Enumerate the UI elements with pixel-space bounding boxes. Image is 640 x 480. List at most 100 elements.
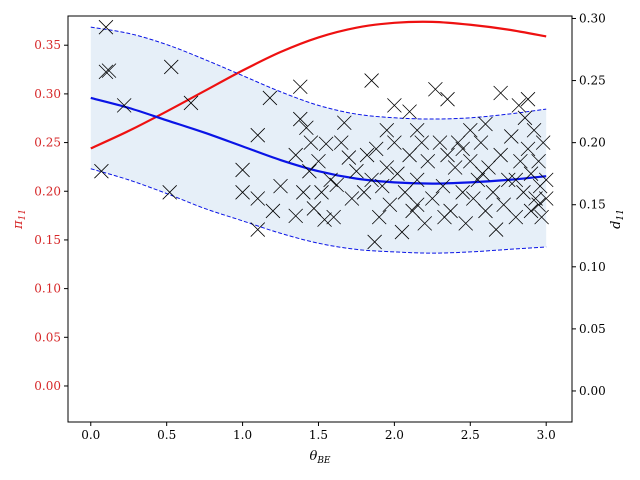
scatter-point-87 bbox=[523, 203, 539, 219]
scatter-point-89 bbox=[526, 122, 542, 138]
scatter-point-81 bbox=[508, 209, 524, 225]
plot-frame bbox=[67, 15, 573, 423]
scatter-point-13 bbox=[262, 90, 278, 106]
d-lower-dashed-line bbox=[90, 168, 547, 254]
scatter-point-50 bbox=[397, 185, 413, 200]
scatter-point-19 bbox=[292, 111, 308, 127]
right-tick-label: 0.20 bbox=[579, 136, 606, 150]
scatter-point-39 bbox=[364, 172, 379, 188]
scatter-point-34 bbox=[344, 191, 360, 206]
pi-curve-line bbox=[90, 20, 547, 150]
scatter-point-9 bbox=[235, 185, 250, 200]
x-tick-label: 1.5 bbox=[309, 428, 328, 442]
right-tick-label: 0.05 bbox=[579, 322, 606, 336]
scatter-point-22 bbox=[302, 163, 317, 179]
scatter-point-84 bbox=[516, 185, 531, 200]
scatter-point-68 bbox=[458, 216, 474, 231]
scatter-point-63 bbox=[440, 91, 455, 107]
x-tick-label: 2.0 bbox=[385, 428, 404, 442]
right-tick-label: 0.25 bbox=[579, 74, 606, 88]
scatter-point-16 bbox=[288, 147, 303, 163]
scatter-point-45 bbox=[382, 197, 398, 213]
scatter-point-75 bbox=[485, 185, 501, 200]
scatter-point-60 bbox=[432, 135, 448, 150]
right-tick-label: 0.15 bbox=[579, 198, 606, 212]
scatter-point-14 bbox=[265, 203, 281, 219]
scatter-point-18 bbox=[292, 79, 308, 95]
scatter-point-105 bbox=[508, 172, 524, 188]
left-tick-label: 0.10 bbox=[34, 282, 61, 296]
scatter-point-23 bbox=[303, 135, 319, 150]
scatter-point-107 bbox=[409, 197, 425, 213]
scatter-point-36 bbox=[356, 185, 372, 200]
scatter-point-66 bbox=[450, 135, 466, 150]
scatter-point-20 bbox=[296, 185, 311, 200]
scatter-point-64 bbox=[443, 203, 458, 219]
scatter-point-46 bbox=[387, 98, 402, 113]
scatter-point-12 bbox=[250, 222, 266, 237]
left-axis-label-sub: 11 bbox=[18, 209, 28, 220]
d-mean-line bbox=[90, 96, 547, 185]
scatter-point-79 bbox=[500, 172, 516, 188]
scatter-point-58 bbox=[425, 191, 440, 206]
scatter-point-101 bbox=[333, 135, 349, 150]
scatter-point-5 bbox=[163, 59, 179, 75]
scatter-point-93 bbox=[534, 209, 549, 225]
right-tick-label: 0.30 bbox=[579, 11, 606, 25]
scatter-point-42 bbox=[371, 209, 387, 225]
scatter-point-78 bbox=[496, 197, 511, 213]
scatter-point-4 bbox=[94, 163, 109, 179]
x-axis-ticks: 0.0 0.5 1.0 1.5 2.0 2.5 3.0 bbox=[81, 422, 556, 442]
scatter-point-91 bbox=[531, 153, 546, 169]
scatter-point-86 bbox=[520, 141, 536, 157]
scatter-point-83 bbox=[513, 153, 528, 169]
scatter-point-3 bbox=[116, 98, 132, 113]
scatter-point-28 bbox=[318, 136, 334, 152]
scatter-point-61 bbox=[435, 178, 451, 194]
x-tick-label: 3.0 bbox=[537, 428, 556, 442]
scatter-point-69 bbox=[463, 153, 478, 169]
scatter-point-70 bbox=[466, 191, 481, 206]
x-axis-label: θBE bbox=[309, 449, 330, 466]
scatter-point-80 bbox=[503, 129, 519, 144]
scatter-point-48 bbox=[390, 166, 405, 181]
scatter-point-57 bbox=[420, 153, 436, 169]
left-tick-label: 0.15 bbox=[34, 233, 61, 247]
x-tick-label: 0.5 bbox=[157, 428, 176, 442]
scatter-point-94 bbox=[535, 135, 551, 150]
left-tick-label: 0.05 bbox=[34, 330, 61, 344]
scatter-point-7 bbox=[183, 95, 199, 111]
scatter-point-104 bbox=[531, 197, 546, 213]
scatter-point-47 bbox=[387, 135, 402, 150]
scatter-point-54 bbox=[409, 172, 425, 188]
scatter-point-72 bbox=[473, 135, 489, 150]
scatter-point-38 bbox=[364, 73, 379, 88]
scatter-point-2 bbox=[101, 63, 117, 78]
scatter-point-109 bbox=[463, 122, 478, 138]
x-tick-label: 0.0 bbox=[81, 428, 100, 442]
left-axis-label-main: π bbox=[11, 220, 26, 230]
scatter-point-44 bbox=[379, 160, 395, 175]
d-upper-dashed-line bbox=[90, 26, 547, 120]
scatter-point-31 bbox=[329, 177, 344, 193]
scatter-point-33 bbox=[341, 150, 357, 165]
x-axis-label-main: θ bbox=[309, 449, 317, 464]
scatter-point-26 bbox=[314, 185, 329, 200]
scatter-point-106 bbox=[475, 166, 490, 181]
scatter-point-27 bbox=[317, 212, 332, 227]
left-tick-label: 0.25 bbox=[34, 136, 61, 150]
scatter-point-53 bbox=[409, 122, 425, 138]
left-axis-label: π11 bbox=[11, 209, 28, 230]
scatter-point-88 bbox=[523, 166, 539, 181]
scatter-point-77 bbox=[493, 147, 508, 163]
right-axis-ticks: 0.00 0.05 0.10 0.15 0.20 0.25 0.30 bbox=[572, 11, 606, 398]
scatter-point-99 bbox=[455, 141, 470, 157]
scatter-point-71 bbox=[470, 172, 486, 188]
scatter-point-85 bbox=[517, 110, 533, 126]
scatter-point-49 bbox=[394, 224, 410, 240]
scatter-point-43 bbox=[374, 178, 390, 194]
left-tick-label: 0.35 bbox=[34, 38, 61, 52]
scatter-point-6 bbox=[162, 185, 177, 200]
scatter-point-41 bbox=[368, 141, 384, 157]
